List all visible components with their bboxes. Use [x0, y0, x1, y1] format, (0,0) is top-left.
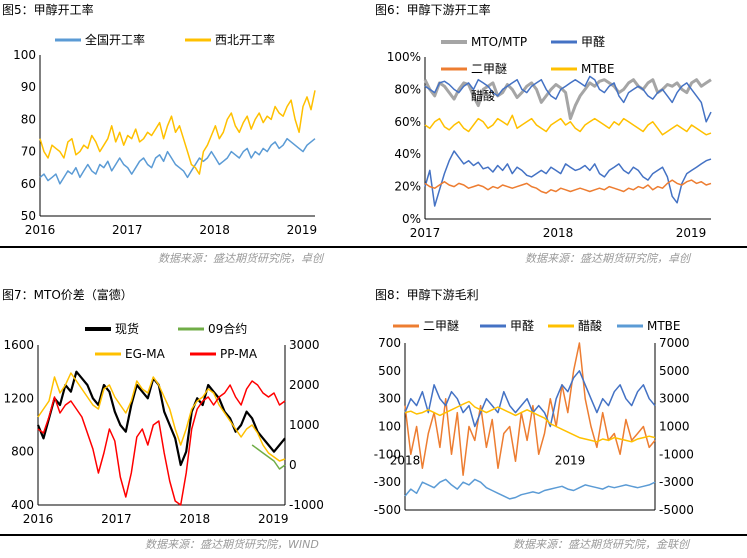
legend-label: 现货 — [115, 321, 139, 336]
y-right-tick-label: 0 — [289, 458, 297, 472]
series-line-3 — [424, 75, 712, 123]
legend-label: MTO/MTP — [471, 35, 527, 49]
source-note: 数据来源：盛达期货研究院，WIND — [145, 538, 319, 551]
x-tick-label: 2016 — [23, 512, 54, 526]
divider — [0, 246, 373, 248]
x-tick-label: 2019 — [287, 223, 318, 237]
chart-p6: 0% 20% 40% 60% 80% 100% 2017 2018 2019 MTO/MTP 甲醛二… — [387, 34, 712, 240]
y-tick-label: 1200 — [3, 391, 34, 405]
legend-label: 甲醛 — [581, 34, 605, 49]
x-tick-label: 2018 — [543, 226, 574, 240]
source-note: 数据来源：盛达期货研究院，卓创 — [158, 252, 323, 265]
legend-label: EG-MA — [125, 347, 166, 361]
y-tick-label: 0% — [402, 212, 421, 226]
y-tick-label: -300 — [374, 475, 401, 489]
legend-label: 二甲醚 — [471, 62, 507, 76]
series-line-1 — [404, 370, 656, 428]
panel-p8: 图8：甲醇下游毛利 -500 -300 -100 100 300 500 700 -5000-… — [373, 280, 747, 558]
legend-label: 09合约 — [208, 321, 247, 336]
y-tick-label: 50 — [21, 209, 36, 223]
x-tick-label: 2018 — [180, 512, 211, 526]
x-tick-label: 2017 — [410, 226, 441, 240]
divider — [373, 534, 747, 536]
series-line-2 — [404, 400, 656, 443]
x-tick-label: 2017 — [101, 512, 132, 526]
y-right-tick-label: 7000 — [659, 336, 690, 350]
y-right-tick-label: 5000 — [659, 364, 690, 378]
panel-p6: 图6：甲醇下游开工率 0% 20% 40% 60% 80% 100% 2017 2018 201… — [373, 0, 747, 270]
chart-title: 图7：MTO价差（富德） — [2, 288, 133, 302]
y-tick-label: 300 — [378, 392, 401, 406]
source-note: 数据来源：盛达期货研究院，卓创 — [525, 252, 690, 265]
y-tick-label: 90 — [21, 80, 36, 94]
panel-p7: 图7：MTO价差（富德） 400 800 1200 1600 -1000 0 1000 200… — [0, 280, 373, 558]
x-tick-label: 2019 — [555, 453, 586, 467]
y-right-tick-label: -1000 — [659, 447, 694, 461]
series-line-3 — [37, 380, 286, 506]
legend-label: 西北开工率 — [215, 32, 275, 47]
y-tick-label: 40% — [394, 147, 421, 161]
series-line-1 — [424, 150, 712, 207]
legend-label: 二甲醚 — [423, 319, 459, 333]
y-tick-label: 20% — [394, 180, 421, 194]
series-line-0 — [404, 342, 656, 476]
x-tick-label: 2016 — [25, 223, 56, 237]
chart-title: 图8：甲醇下游毛利 — [375, 288, 479, 302]
y-tick-label: 500 — [378, 364, 401, 378]
y-tick-label: 800 — [11, 445, 34, 459]
y-tick-label: 1600 — [3, 338, 34, 352]
y-right-tick-label: 3000 — [659, 392, 690, 406]
chart-p8: -500 -300 -100 100 300 500 700 -5000 -3000 -1000 1… — [374, 318, 694, 517]
legend-label: MTBE — [647, 319, 681, 333]
series-line-1 — [39, 90, 316, 175]
y-right-tick-label: 1000 — [289, 418, 320, 432]
y-tick-label: 80 — [21, 112, 36, 126]
y-right-tick-label: -3000 — [659, 475, 694, 489]
chart-title: 图5：甲醇开工率 — [2, 3, 94, 17]
legend-label: 醋酸 — [578, 318, 602, 333]
source-note: 数据来源：盛达期货研究院，金联创 — [513, 538, 689, 551]
y-tick-label: 80% — [394, 82, 421, 96]
y-tick-label: 60% — [394, 115, 421, 129]
series-line-2 — [424, 179, 712, 194]
legend-label: 甲醛 — [510, 318, 534, 333]
y-tick-label: 400 — [11, 498, 34, 512]
chart-title: 图6：甲醇下游开工率 — [375, 3, 491, 17]
y-right-tick-label: -5000 — [659, 503, 694, 517]
legend-label: MTBE — [581, 62, 615, 76]
y-tick-label: -100 — [374, 447, 401, 461]
chart-p7: 400 800 1200 1600 -1000 0 1000 2000 3000 2016 2017… — [3, 321, 324, 526]
divider — [373, 246, 747, 248]
y-tick-label: 70 — [21, 145, 36, 159]
series-line-2 — [37, 372, 286, 462]
y-tick-label: -500 — [374, 503, 401, 517]
y-tick-label: 100 — [378, 420, 401, 434]
series-line-3 — [404, 478, 656, 500]
panel-p5: 图5：甲醇开工率 50 60 70 80 90 100 2016 2017 2018 2019 全国… — [0, 0, 373, 270]
legend-label: PP-MA — [220, 347, 258, 361]
divider — [0, 534, 373, 536]
series-line-0 — [423, 78, 712, 121]
series-line-0 — [39, 137, 316, 185]
series-line-1 — [251, 444, 286, 470]
y-right-tick-label: 1000 — [659, 420, 690, 434]
y-tick-label: 700 — [378, 336, 401, 350]
x-tick-label: 2019 — [258, 512, 289, 526]
chart-p5: 50 60 70 80 90 100 2016 2017 2018 2019 全国开工率 西北开工率 — [13, 32, 318, 237]
y-tick-label: 60 — [21, 177, 36, 191]
y-right-tick-label: 2000 — [289, 378, 320, 392]
legend-label: 醋酸 — [471, 88, 495, 103]
y-tick-label: 100% — [387, 50, 421, 64]
x-tick-label: 2018 — [390, 453, 421, 467]
x-tick-label: 2018 — [199, 223, 230, 237]
series-line-4 — [424, 114, 712, 136]
y-right-tick-label: -1000 — [289, 498, 324, 512]
legend-label: 全国开工率 — [85, 32, 145, 47]
y-right-tick-label: 3000 — [289, 338, 320, 352]
x-tick-label: 2019 — [676, 226, 707, 240]
x-tick-label: 2017 — [112, 223, 143, 237]
series-line-0 — [36, 370, 286, 467]
y-tick-label: 100 — [13, 48, 36, 62]
